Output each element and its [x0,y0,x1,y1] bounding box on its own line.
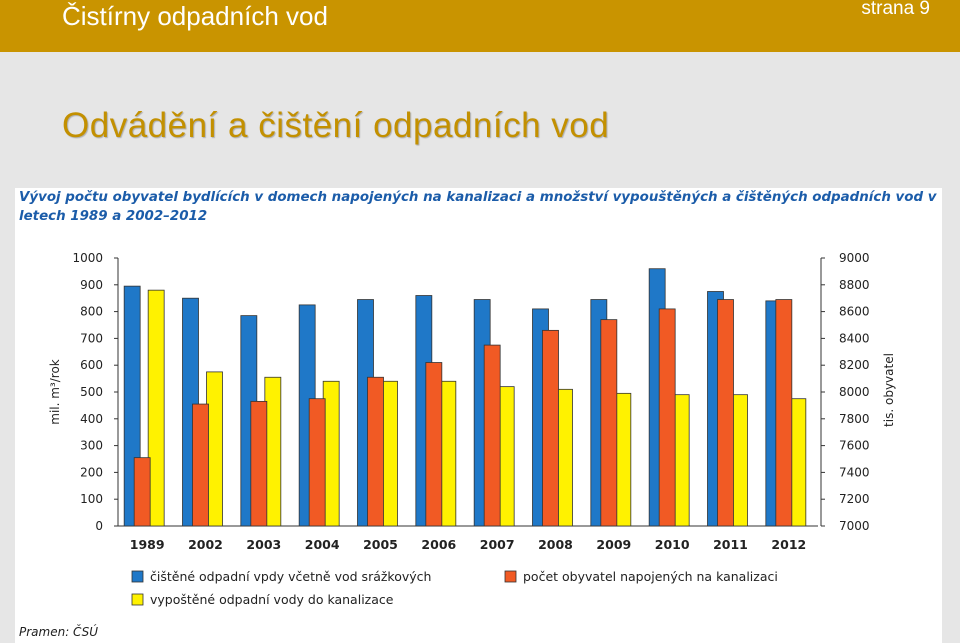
left-tick-label: 600 [80,358,103,372]
left-tick-label: 0 [95,519,103,533]
bar-discharged-water [614,392,632,527]
slide-heading: Odvádění a čištění odpadních vod [62,106,610,145]
bar-connected-population [133,457,151,527]
legend-swatch [131,570,144,583]
bar-connected-population [250,400,268,527]
left-axis-label: mil. m³/rok [48,359,62,425]
bar-discharged-water [731,394,748,527]
legend-swatch [131,593,144,606]
right-tick-label: 8400 [839,331,870,345]
category-label: 2006 [421,537,456,552]
right-tick-label: 7600 [839,439,870,453]
left-tick-label: 1000 [72,251,103,265]
bar-discharged-water [672,394,690,527]
bar-discharged-water [789,398,807,527]
bar-discharged-water [147,289,165,527]
category-label: 2007 [480,537,515,552]
right-axis-label: tis. obyvatel [882,353,896,427]
legend-label: čištěné odpadní vpdy včetně vod srážkový… [150,569,431,584]
category-label: 1989 [130,537,165,552]
right-tick-label: 7400 [839,465,870,479]
bar-connected-population [308,398,326,527]
bar-connected-population [483,344,501,527]
category-label: 2009 [596,537,631,552]
right-tick-label: 8800 [839,278,870,292]
bar-connected-population [775,299,793,527]
left-tick-label: 800 [80,305,103,319]
right-tick-label: 8200 [839,358,870,372]
left-tick-label: 200 [80,465,103,479]
left-tick-label: 300 [80,439,103,453]
category-label: 2010 [655,537,690,552]
category-label: 2011 [713,537,748,552]
left-tick-label: 900 [80,278,103,292]
bar-connected-population [542,329,559,527]
category-label: 2003 [246,537,281,552]
bar-connected-population [425,362,443,527]
category-label: 2004 [305,537,340,552]
left-tick-label: 400 [80,412,103,426]
bar-connected-population [600,319,618,527]
right-tick-label: 7800 [839,412,870,426]
title-bar: Čistírny odpadních vod strana 9 [0,0,960,52]
right-tick-label: 8000 [839,385,870,399]
bar-connected-population [658,308,676,527]
bar-connected-population [367,376,384,527]
source-note: Pramen: ČSÚ [19,625,99,639]
right-tick-label: 9000 [839,251,870,265]
right-tick-label: 8600 [839,305,870,319]
bar-connected-population [192,403,209,527]
right-tick-label: 7000 [839,519,870,533]
left-tick-label: 700 [80,331,103,345]
left-tick-label: 100 [80,492,103,506]
right-tick-label: 7200 [839,492,870,506]
legend-swatch [504,570,517,583]
bar-discharged-water [556,388,573,527]
legend-label: počet obyvatel napojených na kanalizaci [523,569,778,584]
category-label: 2002 [188,537,223,552]
category-label: 2008 [538,537,573,552]
page-number: strana 9 [861,0,930,19]
legend-label: vypoštěné odpadní vody do kanalizace [150,592,394,607]
left-tick-label: 500 [80,385,103,399]
chart: 0 100 200 300 400 500 600 700 800 900 1000 7000 7200… [48,251,896,607]
bar-connected-population [717,299,734,527]
chart-title: Vývoj počtu obyvatel bydlících v domech … [19,190,937,224]
category-label: 2005 [363,537,398,552]
category-label: 2012 [771,537,806,552]
chart-panel: Vývoj počtu obyvatel bydlících v domech … [15,188,942,643]
presentation-title: Čistírny odpadních vod [62,1,328,31]
